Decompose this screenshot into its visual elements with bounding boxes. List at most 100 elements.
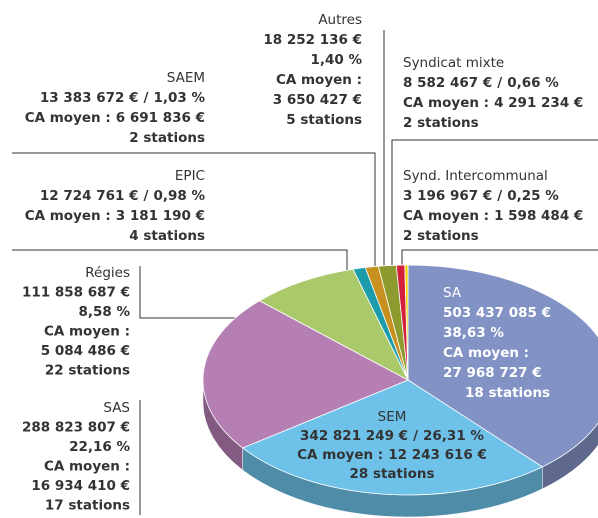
slice-label-line: 503 437 085 € bbox=[443, 305, 551, 321]
leader-line bbox=[391, 139, 598, 266]
slice-name: Syndicat mixte bbox=[403, 55, 504, 71]
label-text: 18 252 136 € bbox=[263, 32, 362, 48]
slice-name: SAS bbox=[103, 400, 130, 416]
leader-line bbox=[139, 266, 250, 319]
slice-label-line: 5 084 486 € bbox=[41, 343, 130, 359]
label-text: 4 291 234 € bbox=[494, 95, 583, 111]
pie-slices bbox=[202, 264, 598, 496]
slice-label-line: CA moyen : bbox=[44, 324, 130, 340]
value-label: 0,66 % bbox=[507, 75, 559, 91]
slice-name: Régies bbox=[85, 265, 130, 281]
slice-label-line: CA moyen : 6 691 836 € bbox=[25, 110, 205, 126]
label-text: 5 084 486 € bbox=[41, 343, 130, 359]
slice-label-line: Syndicat mixte bbox=[403, 55, 504, 71]
label-text: 288 823 807 € bbox=[22, 420, 130, 436]
slice bbox=[258, 268, 409, 381]
slice-label-line: 17 stations bbox=[45, 498, 130, 514]
slice-label-line: 22 stations bbox=[45, 363, 130, 379]
slice-name: EPIC bbox=[175, 168, 205, 184]
slice-label-line: CA moyen : 12 243 616 € bbox=[297, 447, 487, 463]
label-text: 1 598 484 € bbox=[494, 208, 583, 224]
slice bbox=[202, 300, 409, 449]
label-text: 2 stations bbox=[403, 228, 479, 244]
label-text: CA moyen : bbox=[297, 447, 383, 463]
label-text: 4 stations bbox=[129, 228, 205, 244]
slice-label-line: CA moyen : 1 598 484 € bbox=[403, 208, 583, 224]
label-text: 503 437 085 € bbox=[443, 305, 551, 321]
label-text: 27 968 727 € bbox=[443, 365, 542, 381]
slice-label-line: 342 821 249 € / 26,31 % bbox=[300, 428, 484, 444]
slice-label-line: 27 968 727 € bbox=[443, 365, 542, 381]
label-text: 342 821 249 € bbox=[300, 428, 408, 444]
slice-label-line: 13 383 672 € /1,03 % bbox=[40, 90, 206, 106]
slice-label-line: 2 stations bbox=[403, 228, 479, 244]
value-label: 1,03 % bbox=[153, 90, 205, 106]
slice bbox=[241, 379, 544, 496]
slice-label-line: 28 stations bbox=[349, 466, 434, 482]
label-text: 12 724 761 € bbox=[40, 188, 139, 204]
label-text: CA moyen : bbox=[44, 459, 130, 475]
value-label: 0,98 % bbox=[153, 188, 205, 204]
slice-label-line: CA moyen : bbox=[276, 72, 362, 88]
leader-line bbox=[401, 249, 598, 266]
slice-label-line: 38,63 % bbox=[443, 325, 504, 341]
slice-label-line: 8 582 467 € / 0,66 % bbox=[403, 75, 559, 91]
value-label: 1,40 % bbox=[310, 52, 362, 68]
slice-label-line: CA moyen : 4 291 234 € bbox=[403, 95, 583, 111]
label-text: 5 stations bbox=[286, 112, 362, 128]
label-text: 17 stations bbox=[45, 498, 130, 514]
label-text: 6 691 836 € bbox=[116, 110, 205, 126]
slice-label-line: 111 858 687 € bbox=[22, 285, 130, 301]
label-text: 16 934 410 € bbox=[31, 478, 130, 494]
slice-name: Synd. Intercommunal bbox=[403, 168, 548, 184]
slice-label-line: CA moyen : 3 181 190 € bbox=[25, 208, 205, 224]
label-text: CA moyen : bbox=[276, 72, 362, 88]
slice-labels: SA 503 437 085 € 38,63 % CA moyen : 27 968 7… bbox=[22, 12, 583, 514]
value-label: 0,25 % bbox=[507, 188, 559, 204]
label-text: 2 stations bbox=[403, 115, 479, 131]
label-text: 13 383 672 € bbox=[40, 90, 139, 106]
slice-label-line: CA moyen : bbox=[443, 345, 529, 361]
label-text: / bbox=[497, 75, 502, 91]
value-label: 26,31 % bbox=[423, 428, 484, 444]
slice-label-line: SEM bbox=[378, 409, 407, 425]
slice-label-line: 5 stations bbox=[286, 112, 362, 128]
value-label: 38,63 % bbox=[443, 325, 504, 341]
label-text: 8 582 467 € bbox=[403, 75, 492, 91]
slice-label-line: Régies bbox=[85, 265, 130, 281]
slice-label-line: Autres bbox=[318, 12, 362, 28]
slice-label-line: SAEM bbox=[167, 70, 205, 86]
slice-label-line: 3 196 967 € / 0,25 % bbox=[403, 188, 559, 204]
slice-label-line: 12 724 761 € /0,98 % bbox=[40, 188, 206, 204]
label-text: 3 196 967 € bbox=[403, 188, 492, 204]
slice-label-line: 18 252 136 € bbox=[263, 32, 362, 48]
label-text: 12 243 616 € bbox=[388, 447, 487, 463]
value-label: 22,16 % bbox=[69, 439, 130, 455]
label-text: / bbox=[144, 90, 149, 106]
value-label: 8,58 % bbox=[78, 304, 130, 320]
label-text: / bbox=[413, 428, 418, 444]
label-text: CA moyen : bbox=[44, 324, 130, 340]
leader-lines bbox=[12, 30, 598, 515]
label-text: 18 stations bbox=[465, 385, 550, 401]
slice-label-line: 4 stations bbox=[129, 228, 205, 244]
label-text: 28 stations bbox=[349, 466, 434, 482]
label-text: CA moyen : bbox=[403, 208, 489, 224]
leader-line bbox=[12, 249, 348, 270]
slice-label-line: 18 stations bbox=[465, 385, 550, 401]
label-text: 3 650 427 € bbox=[273, 92, 362, 108]
label-text: 3 181 190 € bbox=[116, 208, 205, 224]
slice-label-line: SA bbox=[443, 285, 462, 301]
label-text: 22 stations bbox=[45, 363, 130, 379]
slice-label-line: 22,16 % bbox=[69, 439, 130, 455]
label-text: CA moyen : bbox=[443, 345, 529, 361]
slice-label-line: 1,40 % bbox=[310, 52, 362, 68]
slice bbox=[404, 264, 409, 381]
slice-name: SEM bbox=[378, 409, 407, 425]
slice-label-line: 2 stations bbox=[129, 130, 205, 146]
label-text: / bbox=[144, 188, 149, 204]
slice-label-line: 8,58 % bbox=[78, 304, 130, 320]
label-text: / bbox=[497, 188, 502, 204]
slice-label-line: 3 650 427 € bbox=[273, 92, 362, 108]
